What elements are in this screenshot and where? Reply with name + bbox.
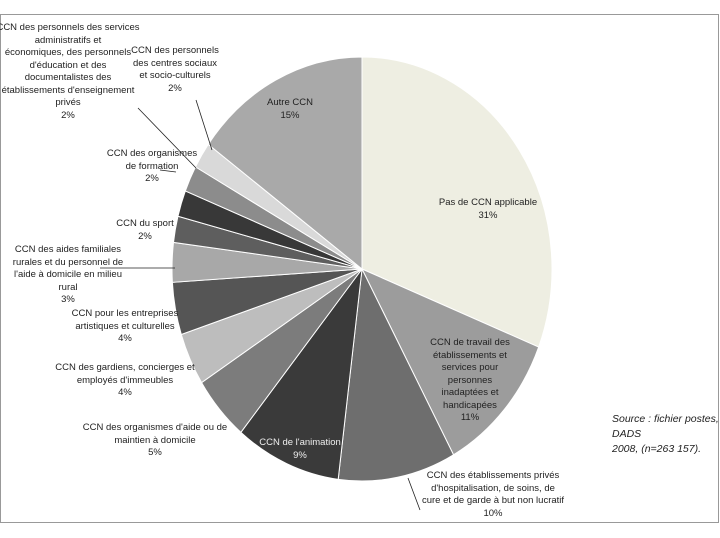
value-label: 4% (118, 387, 132, 398)
category-label: CCN des organismes d'aide ou de maintien… (82, 422, 228, 446)
category-label: Autre CCN (267, 97, 313, 108)
value-label: 11% (460, 412, 480, 423)
slice-label: CCN des aides familiales rurales et du p… (13, 244, 123, 307)
source-note: Source : fichier postes, DADS 2008, (n=2… (612, 413, 719, 455)
slice-label: CCN de travail des établissements et ser… (430, 337, 510, 425)
value-label: 2% (168, 82, 182, 94)
slice-label: CCN pour les entreprises artistiques et … (72, 308, 179, 346)
pie-slice (240, 267, 363, 480)
slice-label: Autre CCN 15% (267, 97, 313, 122)
value-label: 9% (293, 449, 307, 461)
value-label: 3% (61, 294, 75, 305)
slice-label: CCN du sport 2% (116, 218, 174, 243)
value-label: 5% (148, 447, 162, 458)
category-label: CCN pour les entreprises artistiques et … (71, 308, 179, 332)
value-label: 2% (145, 173, 159, 184)
pie-slice (337, 267, 455, 482)
category-label: CCN des établissements privés d'hospital… (421, 470, 565, 506)
leader-lines (100, 99, 421, 511)
slice-label: CCN des organismes d'aide ou de maintien… (83, 422, 227, 460)
frame (0, 14, 719, 523)
category-label: CCN des organismes de formation (106, 148, 198, 172)
value-label: 4% (118, 333, 132, 344)
pie-slice (207, 56, 363, 271)
pie (171, 56, 553, 482)
pie-slice (360, 267, 540, 456)
pie-slice (361, 56, 553, 348)
slice-label: CCN des organismes de formation 2% (107, 148, 197, 186)
category-label: CCN des personnels des centres sociaux e… (131, 45, 219, 81)
category-label: CCN du sport (116, 218, 174, 229)
slice-label: CCN des établissements privés d'hospital… (422, 470, 564, 520)
leader-line (137, 107, 197, 169)
category-label: CCN des gardiens, concierges et employés… (55, 362, 195, 386)
category-label: CCN des personnels des services administ… (0, 22, 140, 108)
category-label: CCN de l'animation (259, 437, 341, 448)
leader-line (159, 169, 177, 173)
value-label: 2% (61, 109, 75, 121)
category-label: Pas de CCN applicable (438, 197, 538, 208)
leader-line (195, 99, 213, 151)
slice-label: Pas de CCN applicable 31% (439, 197, 537, 222)
category-label: CCN des aides familiales rurales et du p… (12, 244, 124, 293)
value-label: 2% (138, 230, 152, 242)
slice-label: CCN des personnels des services administ… (0, 22, 140, 122)
slice-label: CCN des gardiens, concierges et employés… (55, 362, 194, 400)
value-label: 10% (483, 507, 503, 519)
slice-label: CCN des personnels des centres sociaux e… (131, 45, 219, 95)
value-label: 31% (478, 209, 498, 221)
leader-line (407, 477, 421, 511)
category-label: CCN de travail des établissements et ser… (430, 337, 510, 411)
value-label: 15% (280, 109, 300, 121)
slice-label: CCN de l'animation 9% (259, 437, 341, 462)
